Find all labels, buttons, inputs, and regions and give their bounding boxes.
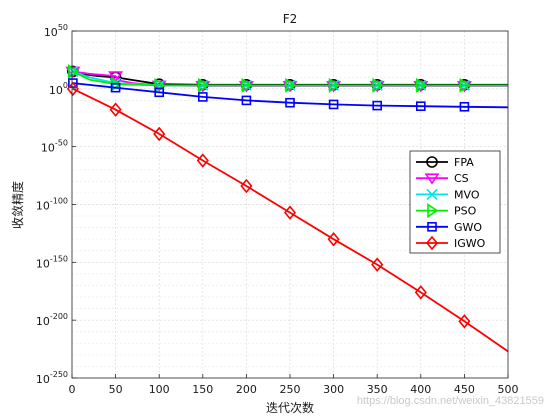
series-igwo (66, 81, 509, 353)
legend-label: MVO (454, 188, 480, 201)
marker-triangle-right (285, 77, 297, 93)
marker-diamond (153, 126, 166, 142)
y-tick-label: 10-100 (36, 197, 68, 213)
x-tick-label: 450 (454, 383, 475, 396)
marker-triangle-right (198, 77, 210, 93)
legend-box (409, 150, 501, 254)
y-tick-label: 10-200 (36, 312, 68, 328)
y-tick-base: 10 (36, 373, 50, 386)
legend-label: CS (454, 172, 469, 185)
legend-label: IGWO (454, 237, 486, 250)
marker-circle (426, 156, 438, 168)
y-tick-exponent: -200 (50, 312, 68, 321)
y-axis-label: 收敛精度 (10, 181, 25, 229)
legend-label: FPA (454, 156, 474, 169)
series-layer (65, 63, 509, 353)
marker-square (241, 95, 252, 106)
marker-square (328, 99, 339, 110)
x-tick-label: 150 (192, 383, 213, 396)
y-tick-base: 10 (49, 84, 63, 97)
y-tick-label: 10-150 (36, 254, 68, 270)
x-tick-label: 0 (69, 383, 76, 396)
x-tick-label: 500 (498, 383, 519, 396)
y-tick-exponent: 0 (63, 81, 68, 90)
marker-triangle-right (68, 63, 80, 79)
x-tick-label: 400 (410, 383, 431, 396)
marker-square (68, 78, 78, 88)
marker-square (372, 100, 383, 111)
series-line (72, 87, 509, 353)
x-tick-label: 100 (149, 383, 170, 396)
y-tick-base: 10 (36, 200, 50, 213)
chart-title: F2 (283, 12, 298, 26)
marker-diamond (371, 257, 384, 272)
marker-triangle-right (415, 77, 428, 93)
marker-square (415, 101, 426, 111)
marker-diamond (196, 153, 209, 168)
marker-square (198, 92, 208, 102)
y-tick-exponent: 50 (58, 23, 68, 32)
y-tick-exponent: -250 (50, 370, 68, 379)
legend: FPA CS MVO PSO GWO IGWO (409, 150, 501, 254)
y-tick-label: 10-250 (36, 370, 68, 386)
y-tick-label: 1050 (44, 23, 68, 39)
marker-diamond (414, 285, 427, 300)
legend-item-pso: PSO (416, 203, 477, 219)
marker-square (154, 87, 164, 98)
y-tick-exponent: -100 (50, 197, 68, 206)
marker-diamond (425, 235, 439, 251)
x-tick-label: 300 (323, 383, 344, 396)
marker-triangle-right (459, 77, 471, 93)
legend-label: GWO (454, 221, 482, 234)
series-line (72, 82, 509, 109)
x-axis-label: 迭代次数 (266, 400, 314, 415)
marker-square (427, 222, 437, 232)
marker-diamond (109, 102, 122, 117)
legend-item-fpa: FPA (416, 156, 474, 169)
marker-triangle-right (427, 203, 439, 219)
legend-item-cs: CS (416, 172, 469, 185)
x-tick-label: 250 (280, 383, 301, 396)
y-tick-base: 10 (36, 315, 50, 328)
marker-square (285, 97, 295, 108)
x-tick-label: 350 (367, 383, 388, 396)
y-tick-base: 10 (36, 257, 50, 270)
watermark: https://blog.csdn.net/weixin_43821559 (357, 395, 544, 407)
y-tick-exponent: -50 (55, 139, 68, 148)
y-tick-label: 100 (49, 81, 68, 97)
marker-diamond (283, 205, 297, 220)
marker-square (459, 101, 470, 112)
marker-triangle-down (108, 71, 124, 83)
legend-label: PSO (454, 205, 477, 218)
legend-item-mvo: MVO (416, 188, 480, 201)
legend-item-igwo: IGWO (416, 235, 486, 251)
marker-triangle-right (328, 77, 341, 93)
legend-item-gwo: GWO (416, 221, 482, 234)
marker-diamond (66, 81, 79, 97)
marker-triangle-down (424, 173, 440, 185)
marker-triangle-right (372, 77, 384, 93)
marker-diamond (458, 314, 471, 329)
ticks: 0 50 100 150 200 250 300 350 400 450 500105010010-… (36, 23, 519, 396)
marker-diamond (327, 231, 340, 247)
series-gwo (68, 78, 509, 112)
y-tick-base: 10 (44, 26, 58, 39)
marker-x (426, 188, 438, 200)
y-tick-exponent: -150 (50, 254, 68, 263)
y-tick-base: 10 (41, 142, 55, 155)
x-tick-label: 50 (109, 383, 123, 396)
x-tick-label: 200 (236, 383, 257, 396)
marker-diamond (240, 178, 253, 194)
y-tick-label: 10-50 (41, 139, 68, 155)
marker-square (110, 82, 121, 93)
marker-triangle-right (241, 77, 253, 93)
